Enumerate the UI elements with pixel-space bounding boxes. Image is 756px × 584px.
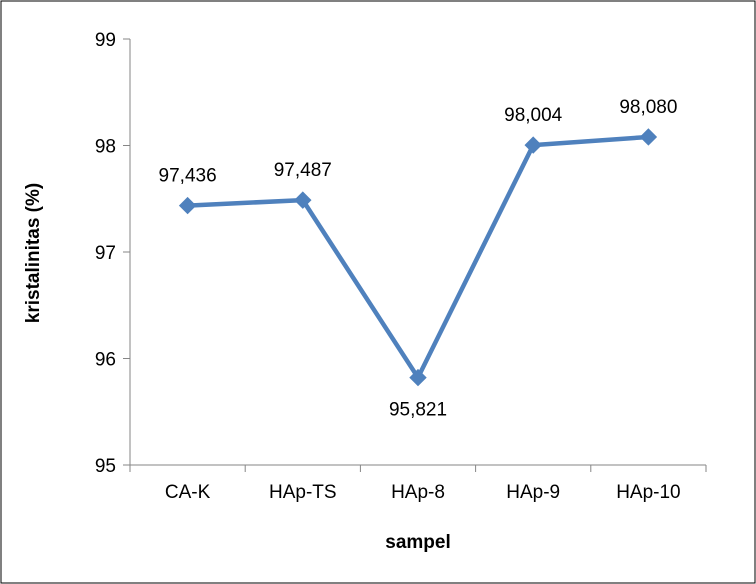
x-tick-label: HAp-10 [616, 482, 680, 503]
data-point-marker [294, 191, 312, 209]
x-axis: CA-K HAp-TS HAp-8 HAp-9 HAp-10 [129, 464, 707, 503]
data-point-marker [524, 136, 542, 154]
data-label: 97,487 [274, 160, 332, 181]
y-tick-label: 99 [95, 30, 116, 51]
x-tick-label: HAp-9 [506, 482, 560, 503]
y-tick-label: 98 [95, 137, 116, 158]
x-tick-label: HAp-8 [391, 482, 445, 503]
data-point-marker [178, 196, 197, 215]
data-label: 98,004 [504, 105, 563, 126]
data-label: 95,821 [389, 400, 447, 421]
data-point-marker [409, 368, 427, 387]
data-label: 97,436 [159, 166, 217, 187]
x-tick-label: HAp-TS [269, 482, 337, 503]
y-axis: 95 96 97 98 99 [95, 30, 131, 477]
x-tick-label: CA-K [165, 482, 211, 503]
series-line-group [178, 128, 658, 387]
y-tick-label: 96 [95, 350, 116, 371]
y-axis-title: kristalinitas (%) [23, 183, 44, 323]
y-tick-label: 95 [95, 456, 116, 477]
x-axis-title: sampel [385, 532, 450, 553]
data-labels: 97,436 97,487 95,821 98,004 98,080 [159, 97, 678, 421]
data-label: 98,080 [619, 97, 677, 118]
y-tick-label: 97 [95, 243, 116, 264]
data-point-marker [639, 128, 658, 146]
